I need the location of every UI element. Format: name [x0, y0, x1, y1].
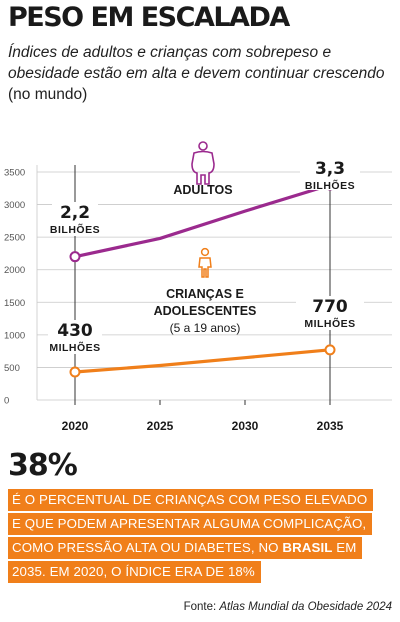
highlight-country: BRASIL	[282, 540, 333, 555]
adultos-start-label-value: 2,2	[60, 203, 90, 223]
criancas-series-label-1: CRIANÇAS E	[166, 287, 244, 301]
criancas-series-label-2: ADOLESCENTES	[154, 304, 257, 318]
highlight-percent: 38%	[8, 448, 78, 483]
highlight-line-2: E QUE PODEM APRESENTAR ALGUMA COMPLICAÇÃ…	[8, 513, 373, 535]
y-tick-label: 2000	[4, 265, 25, 276]
chart-subtitle: Índices de adultos e crianças com sobrep…	[8, 42, 393, 105]
y-tick-label: 3000	[4, 200, 25, 211]
series-line-criancas	[74, 348, 331, 374]
label-background	[296, 296, 364, 330]
highlight-line-4: 2035. EM 2020, O ÍNDICE ERA DE 18%	[8, 561, 261, 583]
highlight-line-3: COMO PRESSÃO ALTA OU DIABETES, NO BRASIL…	[8, 537, 363, 559]
source-prefix: Fonte:	[183, 601, 220, 613]
y-tick-label: 0	[4, 396, 9, 407]
label-background	[52, 202, 98, 236]
subtitle-scope: (no mundo)	[8, 86, 88, 103]
highlight-text: É O PERCENTUAL DE CRIANÇAS COM PESO ELEV…	[8, 489, 374, 585]
criancas-end-label-unit: MILHÕES	[304, 317, 355, 330]
y-tick-label: 1000	[4, 330, 25, 341]
source-note: Fonte: Atlas Mundial da Obesidade 2024	[184, 601, 392, 613]
x-tick-label: 2025	[147, 419, 174, 433]
adultos-series-label: ADULTOS	[173, 183, 232, 197]
adultos-start-label-unit: BILHÕES	[50, 223, 100, 236]
criancas-start-label-value: 430	[57, 321, 93, 341]
source-name: Atlas Mundial da Obesidade 2024	[219, 601, 392, 613]
y-tick-label: 2500	[4, 233, 25, 244]
adultos-end-label-unit: BILHÕES	[305, 179, 355, 192]
highlight-line-1: É O PERCENTUAL DE CRIANÇAS COM PESO ELEV…	[8, 489, 374, 511]
x-tick-label: 2030	[232, 419, 259, 433]
data-point	[69, 366, 81, 378]
y-tick-label: 3500	[4, 168, 25, 179]
highlight-line-3-start: COMO PRESSÃO ALTA OU DIABETES, NO	[12, 540, 283, 555]
page-title: PESO EM ESCALADA	[8, 2, 290, 33]
x-tick-label: 2035	[317, 419, 344, 433]
data-point	[69, 251, 81, 263]
adultos-end-label-value: 3,3	[315, 159, 345, 179]
line-chart: 0 500 1000 1500 2000 2500 3000 3500 2020 2025 2030…	[4, 141, 392, 433]
child-person-icon	[198, 247, 212, 278]
criancas-start-label-unit: MILHÕES	[49, 341, 100, 354]
series-line-adultos	[74, 183, 331, 259]
label-background	[300, 158, 360, 190]
y-tick-label: 500	[4, 363, 20, 374]
label-background	[48, 320, 102, 354]
adult-person-icon	[191, 141, 215, 185]
y-tick-label: 1500	[4, 298, 25, 309]
data-point	[324, 344, 336, 356]
criancas-series-sublabel: (5 a 19 anos)	[170, 321, 241, 335]
highlight-line-3-end: EM	[332, 540, 357, 555]
criancas-end-label-value: 770	[312, 297, 348, 317]
x-tick-label: 2020	[62, 419, 89, 433]
subtitle-main: Índices de adultos e crianças com sobrep…	[8, 44, 385, 82]
